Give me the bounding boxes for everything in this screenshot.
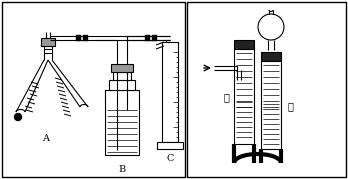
Bar <box>105 90 139 155</box>
Bar <box>111 64 133 72</box>
Bar <box>262 101 280 145</box>
Circle shape <box>258 14 284 40</box>
Bar <box>261 52 281 61</box>
Bar <box>163 92 177 127</box>
Text: 甲: 甲 <box>223 93 229 103</box>
Bar <box>113 72 131 80</box>
Bar <box>234 49 254 144</box>
Text: A: A <box>42 134 49 143</box>
Text: 乙: 乙 <box>287 101 293 111</box>
Circle shape <box>15 113 22 120</box>
Bar <box>234 40 254 49</box>
Bar <box>235 99 253 139</box>
Text: B: B <box>118 165 126 174</box>
Bar <box>162 42 178 142</box>
Bar <box>41 38 55 46</box>
Bar <box>152 35 157 41</box>
Text: C: C <box>166 154 174 163</box>
Bar <box>83 35 88 41</box>
Bar <box>109 80 135 90</box>
Bar <box>157 142 183 149</box>
Bar <box>187 2 346 177</box>
Bar <box>145 35 150 41</box>
Bar <box>2 2 185 177</box>
Bar <box>261 61 281 149</box>
Bar <box>76 35 81 41</box>
